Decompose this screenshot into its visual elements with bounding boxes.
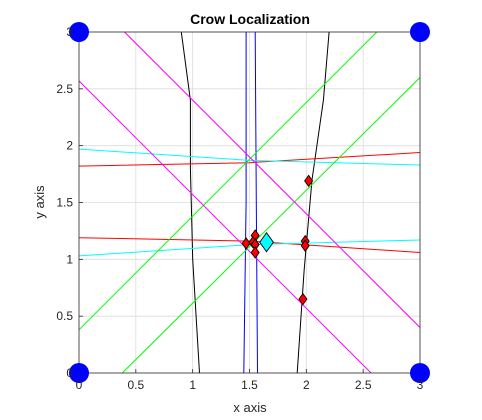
intersection-marker	[298, 292, 308, 306]
y-tick-label: 1.5	[56, 196, 73, 210]
intersection-marker	[304, 174, 314, 188]
y-tick-labels: 0 0.5 1 1.5 2 2.5 3	[56, 25, 73, 380]
estimated-position-marker	[259, 232, 274, 253]
x-tick-label: 1	[189, 378, 196, 392]
y-tick-label: 1	[66, 252, 73, 266]
series-line-red	[79, 152, 420, 167]
anchor-point	[69, 363, 89, 383]
grid	[78, 31, 421, 374]
series-line-blue	[254, 32, 258, 373]
anchor-points	[69, 22, 430, 383]
series-line-green	[79, 32, 378, 331]
x-axis-label: x axis	[233, 400, 267, 415]
y-tick-label: 2.5	[56, 82, 73, 96]
intersection-marker	[241, 237, 251, 250]
x-tick-label: 2.5	[355, 378, 372, 392]
x-tick-label: 1.5	[241, 378, 258, 392]
series-line-green	[121, 77, 420, 373]
y-tick-label: 0	[66, 366, 73, 380]
series-line-blue	[243, 32, 247, 373]
x-tick-label: 0	[76, 378, 83, 392]
x-tick-label: 2	[303, 378, 310, 392]
y-tick-label: 0.5	[56, 309, 73, 323]
chart-title: Crow Localization	[190, 11, 310, 27]
y-tick-label: 2	[66, 139, 73, 153]
series-line-black	[180, 32, 200, 373]
x-tick-label: 0.5	[127, 378, 144, 392]
anchor-point	[69, 22, 89, 42]
series-line-magenta	[79, 80, 372, 373]
markers	[241, 174, 314, 306]
series-line-cyan	[79, 148, 420, 166]
x-tick-labels: 0 0.5 1 1.5 2 2.5 3	[76, 378, 424, 392]
y-tick-label: 3	[66, 25, 73, 39]
anchor-point	[410, 363, 430, 383]
series-line-magenta	[124, 32, 420, 328]
y-axis-label: y axis	[32, 185, 47, 219]
plot-frame	[78, 31, 421, 374]
anchor-point	[410, 22, 430, 42]
x-tick-label: 3	[417, 378, 424, 392]
intersection-marker	[250, 246, 260, 259]
intersection-marker	[300, 239, 310, 252]
